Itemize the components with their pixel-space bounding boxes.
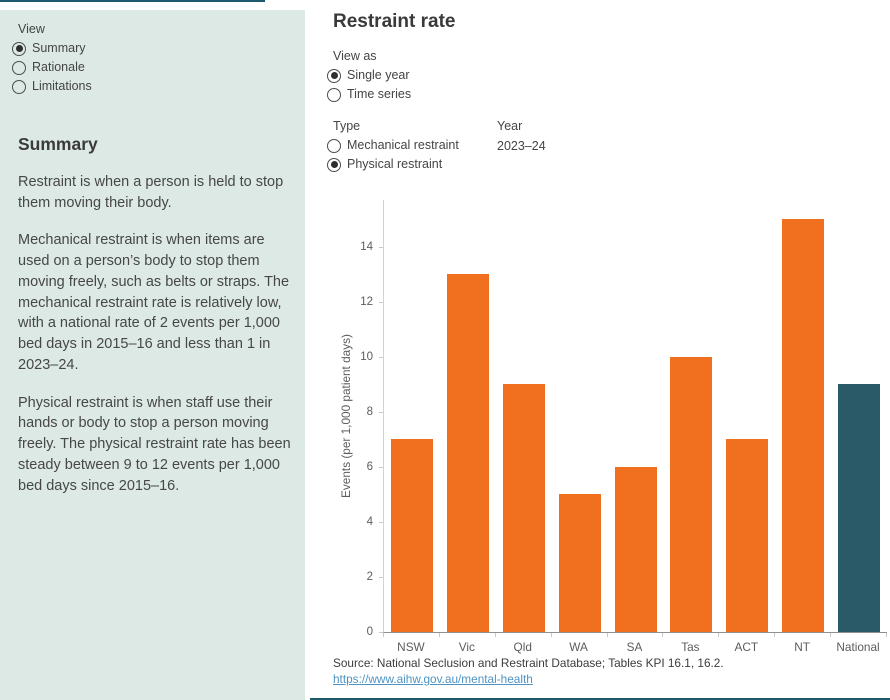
radio-option-limitations[interactable]: Limitations bbox=[12, 79, 289, 94]
bar-vic[interactable] bbox=[446, 274, 489, 632]
radio-selected-icon bbox=[327, 157, 341, 172]
x-tick-mark bbox=[886, 633, 887, 637]
year-value: 2023–24 bbox=[497, 139, 546, 153]
plot-area bbox=[383, 200, 887, 633]
view-as-radio-group: Single year Time series bbox=[327, 68, 411, 106]
x-category-label-qld: Qld bbox=[513, 640, 532, 654]
bar-nt[interactable] bbox=[782, 219, 825, 632]
page-title: Restraint rate bbox=[333, 11, 456, 32]
y-tick-label: 10 bbox=[360, 350, 373, 363]
y-tick-label: 6 bbox=[366, 460, 373, 473]
summary-paragraph-3: Physical restraint is when staff use the… bbox=[18, 394, 291, 494]
year-control: Year 2023–24 bbox=[497, 119, 546, 153]
y-tick-label: 4 bbox=[366, 515, 373, 528]
radio-unselected-icon bbox=[12, 60, 26, 75]
view-radio-group: Summary Rationale Limitations bbox=[12, 41, 289, 98]
summary-paragraph-2: Mechanical restraint is when items are u… bbox=[18, 232, 290, 373]
x-category-label-wa: WA bbox=[569, 640, 588, 654]
x-tick-mark bbox=[606, 633, 608, 637]
view-group-label: View bbox=[18, 22, 45, 36]
bar-tas[interactable] bbox=[670, 356, 713, 632]
x-category-label-nt: NT bbox=[794, 640, 811, 654]
bar-act[interactable] bbox=[726, 439, 769, 632]
radio-selected-icon bbox=[12, 41, 26, 56]
x-category-label-vic: Vic bbox=[458, 640, 475, 654]
summary-paragraph-1: Restraint is when a person is held to st… bbox=[18, 174, 284, 211]
x-tick-mark bbox=[438, 633, 440, 637]
sidebar: View Summary Rationale Limitations Summary… bbox=[0, 10, 305, 700]
x-category-label-tas: Tas bbox=[681, 640, 700, 654]
y-tick-mark bbox=[379, 246, 383, 248]
bar-chart: 0 2 4 6 8 10 12 14 NSW Vic Qld WA SA Tas ACT NT National… bbox=[310, 195, 890, 655]
radio-option-label: Rationale bbox=[32, 60, 85, 74]
type-label: Type bbox=[333, 119, 361, 133]
radio-option-physical-restraint[interactable]: Physical restraint bbox=[327, 157, 459, 172]
year-label: Year bbox=[497, 119, 523, 133]
y-tick-mark bbox=[379, 411, 383, 413]
radio-option-label: Time series bbox=[347, 87, 412, 101]
main-panel: Restraint rate View as Single year Time s… bbox=[310, 0, 890, 700]
summary-heading: Summary bbox=[18, 134, 98, 154]
y-tick-label: 14 bbox=[360, 240, 373, 253]
source-link[interactable]: https://www.aihw.gov.au/mental-health bbox=[333, 672, 533, 686]
radio-option-label: Summary bbox=[32, 41, 86, 55]
radio-option-label: Mechanical restraint bbox=[347, 138, 459, 152]
y-tick-label: 2 bbox=[366, 570, 373, 583]
y-tick-mark bbox=[379, 576, 383, 578]
type-radio-group: Mechanical restraint Physical restraint bbox=[327, 138, 459, 176]
y-tick-mark bbox=[379, 521, 383, 523]
radio-option-summary[interactable]: Summary bbox=[12, 41, 289, 56]
top-accent-strip bbox=[0, 0, 265, 2]
x-tick-mark bbox=[383, 633, 384, 637]
source-text: Source: National Seclusion and Restraint… bbox=[333, 656, 724, 670]
y-tick-mark bbox=[379, 356, 383, 358]
x-tick-mark bbox=[774, 633, 776, 637]
x-tick-mark bbox=[830, 633, 832, 637]
radio-option-label: Physical restraint bbox=[347, 157, 443, 171]
x-category-label-nsw: NSW bbox=[397, 640, 425, 654]
y-axis-title: Events (per 1,000 patient days) bbox=[339, 334, 353, 498]
bar-sa[interactable] bbox=[614, 466, 657, 632]
view-as-control: View as Single year Time series bbox=[327, 49, 411, 106]
y-tick-mark bbox=[379, 466, 383, 468]
y-tick-mark bbox=[379, 301, 383, 303]
x-category-label-act: ACT bbox=[734, 640, 759, 654]
radio-selected-icon bbox=[327, 68, 341, 83]
y-tick-mark bbox=[379, 632, 383, 633]
x-tick-mark bbox=[494, 633, 496, 637]
radio-unselected-icon bbox=[327, 138, 341, 153]
y-tick-label: 0 bbox=[366, 626, 373, 638]
radio-option-time-series[interactable]: Time series bbox=[327, 87, 411, 102]
x-category-label-sa: SA bbox=[626, 640, 643, 654]
radio-unselected-icon bbox=[12, 79, 26, 94]
x-category-label-national: National bbox=[836, 640, 880, 654]
radio-option-label: Limitations bbox=[32, 79, 92, 93]
x-tick-mark bbox=[718, 633, 720, 637]
y-tick-label: 8 bbox=[366, 405, 373, 418]
bar-nsw[interactable] bbox=[390, 439, 433, 632]
type-control: Type Mechanical restraint Physical restra… bbox=[327, 119, 459, 176]
radio-option-rationale[interactable]: Rationale bbox=[12, 60, 289, 75]
radio-option-mechanical-restraint[interactable]: Mechanical restraint bbox=[327, 138, 459, 153]
y-tick-label: 12 bbox=[360, 295, 373, 308]
bar-national[interactable] bbox=[838, 384, 881, 632]
bar-wa[interactable] bbox=[558, 494, 601, 632]
bottom-accent-strip bbox=[310, 698, 890, 700]
radio-unselected-icon bbox=[327, 87, 341, 102]
x-tick-mark bbox=[550, 633, 552, 637]
radio-option-label: Single year bbox=[347, 68, 410, 82]
x-tick-mark bbox=[662, 633, 664, 637]
view-as-label: View as bbox=[333, 49, 377, 63]
bar-qld[interactable] bbox=[502, 384, 545, 632]
radio-option-single-year[interactable]: Single year bbox=[327, 68, 411, 83]
